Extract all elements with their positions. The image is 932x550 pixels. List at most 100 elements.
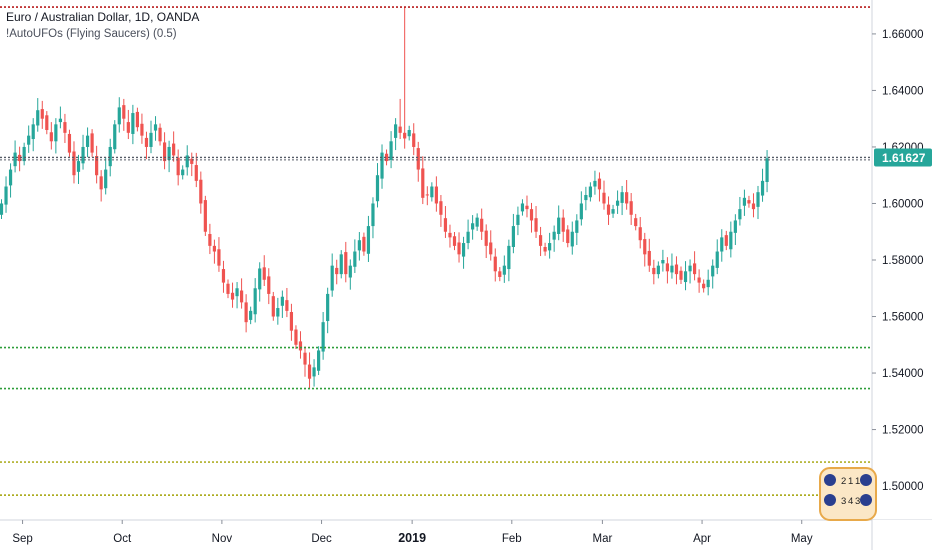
- candle-body: [398, 126, 402, 133]
- time-axis-label: Nov: [212, 533, 233, 545]
- candle-body: [430, 186, 434, 198]
- watermark-widget: 2 1 13 4 3: [819, 467, 877, 521]
- candle-body: [126, 122, 130, 133]
- candle-body: [588, 186, 592, 198]
- candle-body: [40, 109, 44, 119]
- candle-body: [76, 161, 81, 172]
- flag-icon: [824, 494, 836, 506]
- time-axis-label: Apr: [693, 533, 711, 545]
- candle-body: [643, 239, 647, 255]
- candle-body: [221, 269, 226, 283]
- candle-body: [67, 133, 72, 153]
- candle-body: [620, 192, 624, 203]
- candle-body: [638, 227, 642, 241]
- candle-body: [729, 231, 733, 250]
- candle-body: [235, 288, 239, 297]
- candle-body: [461, 243, 466, 257]
- candle-body: [85, 135, 90, 147]
- candle-body: [561, 217, 565, 232]
- candle-body: [652, 267, 656, 275]
- candle-body: [548, 243, 552, 251]
- candle-body: [362, 236, 366, 252]
- price-axis-label: 1.56000: [882, 312, 924, 324]
- candle-body: [683, 271, 688, 283]
- candle-body: [326, 293, 330, 322]
- candle-body: [172, 143, 176, 156]
- candle-body: [720, 237, 724, 252]
- candle-body: [258, 268, 262, 290]
- candle-body: [611, 209, 615, 214]
- candle-body: [688, 265, 692, 272]
- time-axis-label: 2019: [398, 531, 426, 545]
- candle-body: [249, 310, 253, 320]
- candle-body: [122, 105, 126, 119]
- price-axis-label: 1.50000: [882, 481, 924, 493]
- candle-body: [253, 288, 257, 315]
- candle-body: [380, 152, 384, 179]
- candle-body: [317, 350, 321, 371]
- candle-body: [344, 252, 348, 275]
- candle-body: [298, 341, 303, 351]
- candle-body: [239, 290, 244, 303]
- candle-body: [113, 124, 117, 150]
- candle-body: [493, 256, 497, 272]
- watermark-count: 4: [848, 496, 853, 507]
- candle-body: [208, 234, 212, 246]
- candle-body: [217, 249, 221, 266]
- candle-body: [18, 154, 22, 162]
- candle-body: [557, 217, 561, 234]
- candle-body: [629, 201, 633, 215]
- candle-body: [357, 240, 361, 251]
- candle-body: [330, 265, 334, 291]
- candle-body: [307, 364, 312, 379]
- candle-body: [276, 308, 280, 317]
- candle-body: [625, 192, 629, 204]
- candle-body: [538, 235, 543, 246]
- last-price-badge: [874, 148, 932, 167]
- candle-body: [22, 146, 26, 162]
- candle-body: [421, 168, 425, 198]
- candle-body: [570, 231, 574, 247]
- candle-body: [475, 217, 479, 227]
- candle-body: [117, 107, 121, 125]
- candle-body: [8, 169, 13, 186]
- candle-body: [724, 235, 728, 246]
- candle-body: [190, 158, 194, 164]
- candle-body: [144, 137, 149, 147]
- price-axis-label: 1.66000: [882, 29, 924, 41]
- candle-body: [661, 260, 665, 264]
- candle-body: [566, 229, 570, 244]
- candle-body: [738, 209, 742, 220]
- candle-body: [765, 158, 769, 182]
- candle-body: [153, 124, 158, 131]
- indicator-label[interactable]: !AutoUFOs (Flying Saucers) (0.5): [6, 28, 177, 40]
- candle-body: [706, 279, 710, 288]
- candle-body: [692, 263, 697, 275]
- candle-body: [552, 231, 556, 240]
- candle-body: [285, 300, 289, 311]
- watermark-count: 3: [841, 496, 846, 507]
- candle-body: [502, 265, 506, 275]
- candle-body: [312, 367, 316, 377]
- watermark-count: 3: [855, 496, 860, 507]
- candle-body: [439, 201, 443, 215]
- watermark-count: 2: [841, 476, 846, 487]
- candle-body: [348, 265, 352, 278]
- candle-body: [294, 329, 298, 345]
- candle-body: [375, 175, 380, 202]
- candle-body: [457, 242, 461, 255]
- candle-body: [529, 209, 534, 221]
- time-axis-label: Mar: [592, 533, 612, 545]
- time-axis-label: Feb: [502, 533, 522, 545]
- candle-body: [162, 142, 167, 162]
- candle-body: [665, 263, 670, 272]
- candle-body: [394, 124, 398, 138]
- candle-body: [267, 276, 271, 294]
- candle-body: [452, 236, 457, 246]
- candle-body: [575, 220, 579, 233]
- candle-body: [579, 203, 583, 220]
- candle-body: [407, 130, 411, 137]
- candle-body: [634, 218, 638, 227]
